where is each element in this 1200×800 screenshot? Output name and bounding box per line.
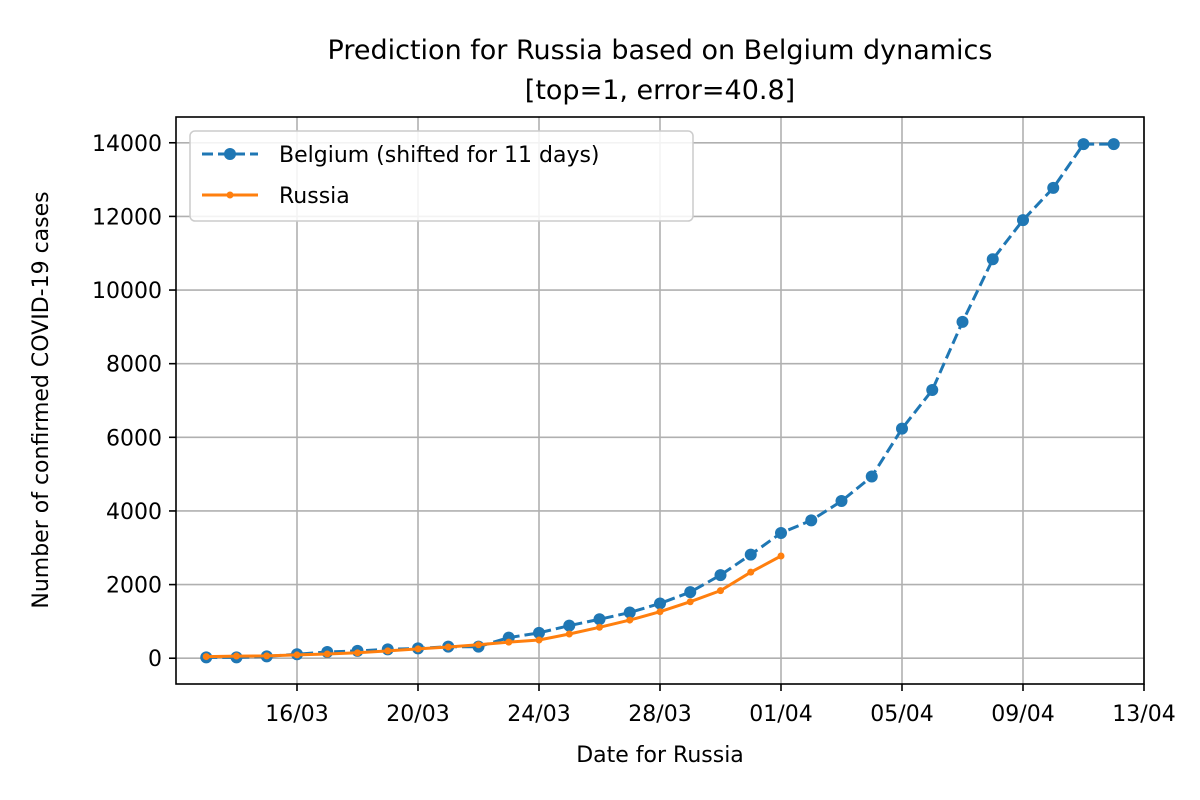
data-point-belgium	[714, 569, 727, 582]
data-point-belgium	[865, 470, 878, 483]
y-tick-label: 12000	[92, 205, 162, 230]
data-point-russia	[535, 636, 543, 644]
legend-marker-russia	[226, 191, 234, 199]
y-axis: 0 2000 4000 6000 8000 10000 12000 14000	[92, 132, 176, 672]
data-point-belgium	[835, 495, 848, 508]
data-point-belgium	[1017, 214, 1029, 227]
chart-subtitle: [top=1, error=40.8]	[525, 75, 795, 106]
y-tick-label: 14000	[92, 132, 162, 157]
data-point-russia	[717, 587, 724, 595]
chart-title: Prediction for Russia based on Belgium d…	[328, 35, 993, 66]
data-point-belgium	[563, 619, 576, 632]
data-point-russia	[777, 552, 785, 560]
y-axis-label: Number of confirmed COVID-19 cases	[29, 191, 54, 608]
data-point-belgium	[986, 253, 999, 266]
data-point-russia	[475, 641, 482, 649]
x-axis: 16/03 20/03 24/03 28/03 01/04 05/04 09/04 13/04	[265, 684, 1176, 727]
series-line-russia	[206, 554, 782, 659]
x-tick-label: 05/04	[870, 702, 933, 727]
data-point-russia	[263, 652, 271, 660]
x-tick-label: 09/04	[991, 702, 1054, 727]
data-point-belgium	[654, 597, 666, 610]
legend-label-belgium: Belgium (shifted for 11 days)	[279, 143, 600, 168]
legend-label-russia: Russia	[279, 184, 350, 209]
y-tick-label: 8000	[106, 353, 162, 378]
data-point-russia	[414, 645, 422, 653]
x-tick-label: 16/03	[265, 702, 328, 727]
data-point-belgium	[684, 586, 697, 599]
legend-marker-belgium	[224, 148, 236, 160]
data-point-belgium	[1107, 138, 1120, 151]
data-point-belgium	[1077, 138, 1090, 151]
x-tick-label: 24/03	[507, 702, 570, 727]
data-point-belgium	[533, 626, 545, 639]
y-tick-label: 0	[148, 647, 162, 672]
data-point-belgium	[896, 422, 908, 435]
data-point-belgium	[744, 548, 757, 561]
data-point-russia	[656, 608, 664, 616]
data-point-russia	[323, 650, 331, 658]
data-point-belgium	[775, 527, 787, 540]
legend: Belgium (shifted for 11 days) Russia	[189, 130, 694, 222]
y-tick-label: 2000	[106, 574, 162, 599]
data-point-russia	[233, 652, 240, 660]
data-point-russia	[596, 623, 603, 631]
y-tick-label: 6000	[106, 426, 162, 451]
data-point-belgium	[805, 514, 818, 527]
data-point-belgium	[956, 315, 969, 328]
legend-box	[189, 130, 694, 222]
x-tick-label: 01/04	[749, 702, 812, 727]
data-point-belgium	[1047, 181, 1060, 194]
y-tick-label: 10000	[92, 279, 162, 304]
data-point-belgium	[926, 384, 939, 397]
data-point-russia	[293, 651, 301, 659]
data-point-russia	[747, 568, 755, 576]
data-point-russia	[505, 638, 513, 646]
x-tick-label: 28/03	[628, 702, 691, 727]
data-point-russia	[444, 643, 452, 651]
data-point-russia	[202, 653, 210, 661]
x-axis-label: Date for Russia	[576, 743, 744, 768]
grid	[176, 117, 1145, 684]
data-point-russia	[565, 630, 573, 638]
data-point-russia	[686, 598, 694, 606]
data-point-russia	[626, 616, 634, 624]
data-point-belgium	[623, 606, 636, 619]
x-tick-label: 13/04	[1112, 702, 1175, 727]
x-tick-label: 20/03	[386, 702, 449, 727]
data-point-russia	[354, 649, 361, 657]
y-tick-label: 4000	[106, 500, 162, 525]
data-point-belgium	[593, 613, 606, 626]
plot-series	[200, 138, 1120, 664]
data-point-russia	[384, 647, 392, 655]
